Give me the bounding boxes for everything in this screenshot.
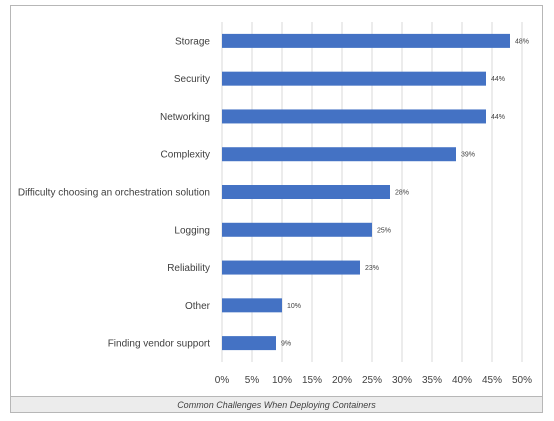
figure-caption-bar: Common Challenges When Deploying Contain…	[10, 396, 543, 413]
category-label: Other	[185, 301, 211, 312]
x-tick-label: 50%	[512, 375, 532, 386]
bar-value-label: 28%	[395, 190, 409, 197]
x-tick-label: 30%	[392, 375, 412, 386]
bar-value-label: 44%	[491, 76, 505, 83]
bar-chart: 48% 44% 44% 39% 28% 25% 23% 10% 9% Storage Securi…	[18, 22, 532, 386]
x-tick-label: 20%	[332, 375, 352, 386]
bars: 48% 44% 44% 39% 28% 25% 23% 10% 9%	[222, 33, 529, 351]
bar	[222, 336, 276, 351]
bar	[222, 109, 486, 124]
category-label: Logging	[174, 225, 210, 236]
bar	[222, 260, 360, 275]
bar	[222, 33, 510, 48]
bar	[222, 71, 486, 86]
bar-value-label: 9%	[281, 341, 291, 348]
x-tick-label: 25%	[362, 375, 382, 386]
bar	[222, 185, 390, 199]
figure-caption: Common Challenges When Deploying Contain…	[177, 399, 376, 410]
bar-value-label: 23%	[365, 265, 379, 272]
category-label: Finding vendor support	[108, 339, 211, 350]
category-label: Security	[174, 74, 210, 85]
bar	[222, 147, 456, 162]
x-tick-label: 15%	[302, 375, 322, 386]
category-label: Difficulty choosing an orchestration sol…	[18, 188, 210, 199]
x-tick-label: 5%	[245, 375, 260, 386]
bar-value-label: 10%	[287, 303, 301, 310]
bar-value-label: 25%	[377, 227, 391, 234]
x-tick-label: 10%	[272, 375, 292, 386]
bar-value-label: 44%	[491, 114, 505, 121]
x-tick-label: 45%	[482, 375, 502, 386]
category-label: Storage	[175, 36, 210, 47]
category-label: Reliability	[167, 263, 210, 274]
category-label: Complexity	[161, 150, 210, 161]
bar	[222, 222, 372, 237]
bar	[222, 298, 282, 313]
bar-value-label: 39%	[461, 152, 475, 159]
x-tick-label: 40%	[452, 375, 472, 386]
category-label: Networking	[160, 112, 210, 123]
category-labels: Storage Security Networking Complexity Diffi…	[18, 36, 211, 349]
x-axis-ticks: 0% 5% 10% 15% 20% 25% 30% 35% 40% 45% 50%	[215, 375, 532, 386]
bar-value-label: 48%	[515, 38, 529, 45]
x-tick-label: 0%	[215, 375, 230, 386]
x-tick-label: 35%	[422, 375, 442, 386]
